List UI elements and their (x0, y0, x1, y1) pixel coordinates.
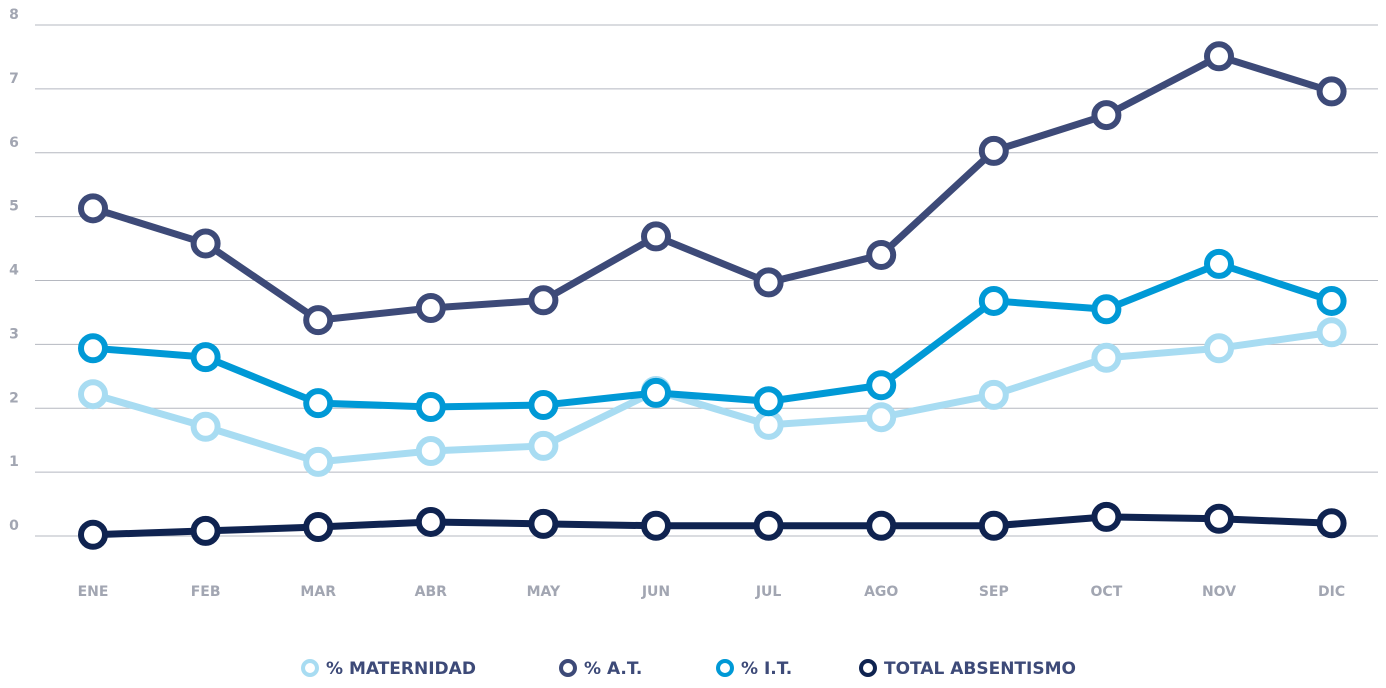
x-tick-label: JUL (755, 584, 782, 600)
x-tick-label: FEB (191, 584, 221, 600)
point-marker (78, 379, 108, 410)
point-marker (753, 409, 784, 440)
point-marker (190, 515, 221, 546)
point-marker (1316, 76, 1347, 107)
y-tick-label: 1 (9, 454, 19, 470)
x-tick-label: ABR (415, 584, 448, 600)
point-marker (303, 388, 334, 419)
point-marker (641, 377, 671, 408)
point-marker (528, 390, 559, 421)
legend-label: TOTAL ABSENTISMO (884, 659, 1076, 679)
point-marker (78, 193, 108, 224)
x-tick-label: NOV (1202, 584, 1236, 600)
y-tick-label: 4 (9, 263, 19, 279)
point-marker (303, 446, 334, 477)
point-marker (303, 305, 334, 336)
point-marker (641, 510, 671, 541)
point-marker (1204, 248, 1234, 279)
series-line (92, 513, 1332, 539)
legend-label: % MATERNIDAD (326, 659, 476, 679)
point-marker (190, 228, 221, 259)
legend-label: % I.T. (741, 659, 792, 679)
series-line (92, 260, 1333, 411)
legend-marker (859, 659, 877, 677)
point-marker (1204, 41, 1234, 72)
legend-marker (301, 659, 319, 677)
point-marker (978, 285, 1009, 316)
x-tick-label: MAY (527, 584, 561, 600)
point-marker (1091, 294, 1122, 325)
legend-label: % A.T. (584, 659, 642, 679)
point-marker (866, 402, 897, 433)
point-marker (753, 267, 784, 298)
point-marker (415, 391, 446, 422)
x-tick-label: JUN (641, 584, 670, 600)
y-tick-label: 6 (9, 135, 19, 151)
legend-marker (716, 659, 734, 677)
point-marker (866, 239, 897, 270)
point-marker (528, 508, 559, 539)
point-marker (415, 292, 446, 323)
point-marker (190, 411, 221, 442)
x-tick-label: MAR (300, 584, 336, 600)
point-marker (978, 379, 1009, 410)
point-marker (190, 342, 221, 373)
point-marker (1091, 501, 1122, 532)
x-tick-label: OCT (1091, 584, 1123, 600)
point-marker (753, 510, 784, 541)
x-tick-label: ENE (78, 584, 109, 600)
x-tick-label: SEP (979, 584, 1009, 600)
series-line (92, 328, 1333, 466)
y-tick-label: 0 (9, 518, 19, 534)
x-tick-label: AGO (864, 584, 898, 600)
point-marker (978, 135, 1009, 166)
point-marker (1204, 333, 1234, 364)
point-marker (753, 386, 784, 417)
point-marker (78, 519, 108, 550)
point-marker (866, 370, 897, 401)
point-marker (1316, 285, 1347, 316)
point-marker (1316, 317, 1347, 348)
y-tick-label: 3 (9, 326, 19, 342)
point-marker (528, 430, 559, 461)
point-marker (1316, 508, 1347, 539)
y-tick-label: 7 (9, 71, 19, 87)
point-marker (415, 436, 446, 467)
point-marker (78, 333, 108, 364)
legend-marker (559, 659, 577, 677)
point-marker (641, 221, 671, 252)
point-marker (303, 512, 334, 543)
point-marker (528, 285, 559, 316)
x-tick-label: DIC (1318, 584, 1345, 600)
y-tick-label: 2 (9, 390, 19, 406)
y-tick-label: 8 (9, 7, 19, 23)
point-marker (1091, 100, 1122, 131)
point-marker (415, 506, 446, 537)
point-marker (1204, 503, 1234, 534)
point-marker (1091, 342, 1122, 373)
series-line (91, 52, 1333, 324)
point-marker (866, 510, 897, 541)
point-marker (978, 510, 1009, 541)
y-tick-label: 5 (9, 199, 19, 215)
